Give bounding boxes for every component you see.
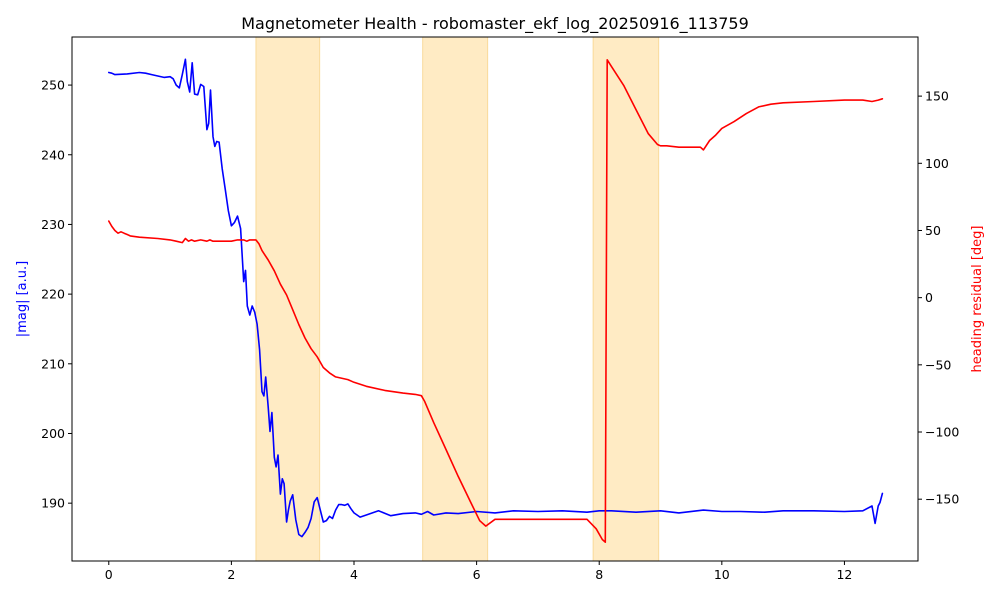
right-y-tick-label: −50	[925, 357, 951, 372]
x-tick-label: 2	[227, 567, 235, 582]
right-y-tick-label: 50	[925, 223, 941, 238]
x-tick-label: 12	[836, 567, 852, 582]
shaded-regions	[255, 36, 660, 562]
plot-lines	[108, 58, 884, 543]
right-y-tick-label: 100	[925, 156, 949, 171]
shaded-region-2	[422, 36, 489, 562]
right-y-tick-label: −150	[925, 492, 959, 507]
left-y-tick-label: 240	[41, 147, 65, 162]
mag-magnitude-line	[108, 58, 884, 538]
right-y-axis-label: heading residual [deg]	[970, 226, 985, 373]
x-tick-label: 4	[350, 567, 358, 582]
right-y-tick-label: 150	[925, 89, 949, 104]
left-y-axis-label: |mag| [a.u.]	[15, 261, 30, 337]
x-axis-ticks: 0 2 4 6 8 10 12	[105, 561, 852, 582]
right-y-axis-ticks: −150 −100 −50 0 50 100 150	[918, 89, 959, 507]
x-tick-label: 0	[105, 567, 113, 582]
x-tick-label: 10	[714, 567, 730, 582]
heading-residual-line	[108, 59, 884, 543]
left-y-tick-label: 200	[41, 426, 65, 441]
right-y-tick-label: −100	[925, 425, 959, 440]
shaded-region-3	[592, 36, 660, 562]
chart-title: Magnetometer Health - robomaster_ekf_log…	[241, 14, 749, 34]
x-tick-label: 8	[595, 567, 603, 582]
x-tick-label: 6	[473, 567, 481, 582]
left-y-axis-ticks: 190 200 210 220 230 240 250	[41, 78, 72, 511]
left-y-tick-label: 190	[41, 496, 65, 511]
right-y-tick-label: 0	[925, 290, 933, 305]
left-y-tick-label: 250	[41, 78, 65, 93]
left-y-tick-label: 230	[41, 217, 65, 232]
axes-frame	[71, 36, 919, 562]
left-y-tick-label: 220	[41, 287, 65, 302]
left-y-tick-label: 210	[41, 356, 65, 371]
